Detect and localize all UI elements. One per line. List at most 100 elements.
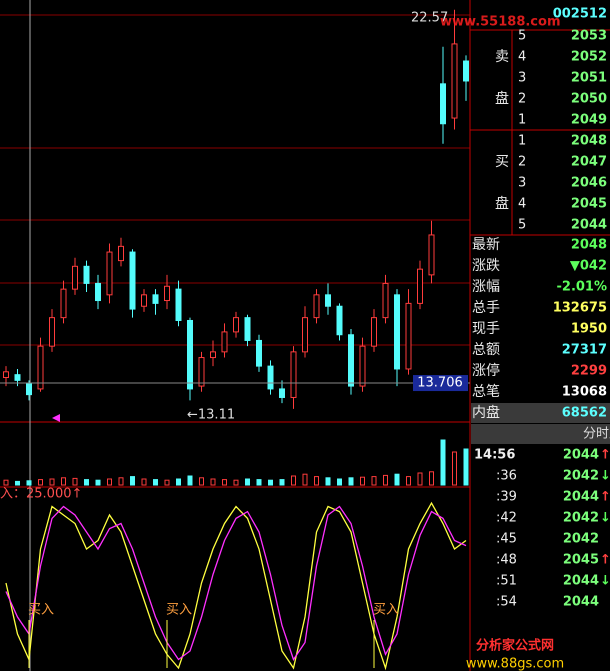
volume-bar xyxy=(118,477,124,486)
volume-bar xyxy=(3,479,9,486)
candle-body xyxy=(3,371,9,379)
book-side-label: 买 xyxy=(495,154,509,170)
volume-bar xyxy=(325,477,331,486)
book-price: 2044 xyxy=(571,218,607,233)
signal-label: 买入 xyxy=(166,603,192,618)
signal-label: 买入 xyxy=(28,603,54,618)
candle-body xyxy=(290,351,297,398)
volume-bar xyxy=(406,476,411,486)
signal-label: 买入 xyxy=(373,603,399,618)
price-line-box xyxy=(413,375,468,392)
tick-direction: ↑ xyxy=(600,553,610,568)
candle-body xyxy=(302,317,308,353)
volume-bar xyxy=(302,473,308,486)
candle-body xyxy=(405,302,412,370)
volume-bar xyxy=(61,477,66,486)
candle-body xyxy=(417,268,423,304)
candle-body xyxy=(175,288,182,321)
stat-label: 内盘 xyxy=(472,404,500,421)
candle-body xyxy=(394,294,400,370)
volume-bar xyxy=(337,478,342,486)
stat-value: ▼042 xyxy=(570,259,607,274)
candle-body xyxy=(428,234,435,276)
candle-body xyxy=(152,294,159,304)
book-level: 3 xyxy=(518,71,526,86)
volume-bar xyxy=(176,478,181,486)
volume-bar xyxy=(463,448,469,486)
stat-value: 2299 xyxy=(571,364,607,379)
stat-label: 现手 xyxy=(472,321,500,337)
tick-price: 2042 xyxy=(563,469,599,484)
book-price: 2047 xyxy=(571,155,607,170)
tick-price: 2044 xyxy=(563,448,599,463)
book-price: 2049 xyxy=(571,113,607,128)
volume-bar xyxy=(72,477,78,486)
volume-bar xyxy=(429,471,434,486)
candle-body xyxy=(198,357,205,387)
volume-bar xyxy=(279,479,285,486)
volume-bar xyxy=(360,476,365,486)
candle-body xyxy=(95,282,101,302)
candle-body xyxy=(463,60,469,82)
stat-value: 132675 xyxy=(553,301,607,316)
tick-direction: ↓ xyxy=(600,469,610,484)
volume-bar xyxy=(26,480,32,486)
stat-label: 涨幅 xyxy=(472,279,500,295)
tick-price: 2042 xyxy=(563,511,599,526)
volume-bar xyxy=(141,478,147,486)
volume-bar xyxy=(222,479,227,486)
stat-label: 涨停 xyxy=(472,362,500,379)
tick-direction: ↑ xyxy=(600,490,610,505)
book-level: 3 xyxy=(518,176,526,191)
candle-body xyxy=(164,285,170,302)
logo-url: www.88gs.com xyxy=(466,657,564,671)
volume-bar xyxy=(452,451,457,486)
tick-direction: ↑ xyxy=(600,448,610,463)
candle-body xyxy=(49,317,55,347)
tick-time: :42 xyxy=(496,511,517,526)
candles: 13.706 ←13.11 xyxy=(0,9,470,423)
stat-value: 1950 xyxy=(571,322,607,337)
stat-value: -2.01% xyxy=(557,280,608,295)
candle-body xyxy=(382,282,389,319)
volume-bar xyxy=(107,478,112,486)
book-price: 2053 xyxy=(571,29,607,44)
volume-pane xyxy=(3,439,469,486)
volume-bar xyxy=(314,476,319,486)
tick-time: :36 xyxy=(496,469,517,484)
book-side-label: 盘 xyxy=(495,195,509,212)
candle-body xyxy=(348,334,354,387)
volume-bar xyxy=(15,480,20,486)
book-level: 5 xyxy=(518,218,526,233)
candle-body xyxy=(187,319,193,390)
volume-bar xyxy=(49,478,55,486)
volume-bar xyxy=(348,477,354,486)
candle-body xyxy=(210,351,216,359)
volume-bar xyxy=(371,476,377,486)
book-level: 4 xyxy=(518,50,526,65)
candle-body xyxy=(83,265,90,284)
candle-body xyxy=(60,288,67,319)
stat-label: 最新 xyxy=(472,237,500,253)
volume-bar xyxy=(187,475,193,486)
oscillator-label: 入：25.000↑ xyxy=(0,487,82,502)
book-price: 2052 xyxy=(571,50,607,65)
candle-body xyxy=(14,374,21,381)
volume-bar xyxy=(210,478,216,486)
volume-bar xyxy=(440,439,446,486)
volume-bar xyxy=(394,473,400,486)
tick-price: 2044 xyxy=(563,574,599,589)
candle-body xyxy=(359,345,366,387)
candle-body xyxy=(371,317,377,347)
candle-body xyxy=(106,251,113,296)
stat-value: 68562 xyxy=(562,406,607,421)
stat-value: 2048 xyxy=(571,238,607,253)
book-level: 2 xyxy=(518,92,526,107)
candle-body xyxy=(279,388,285,398)
cursor-marker xyxy=(52,414,60,422)
volume-bar xyxy=(153,479,158,486)
stat-row-bg xyxy=(471,403,610,423)
candle-body xyxy=(244,317,251,341)
candle-body xyxy=(336,305,343,336)
